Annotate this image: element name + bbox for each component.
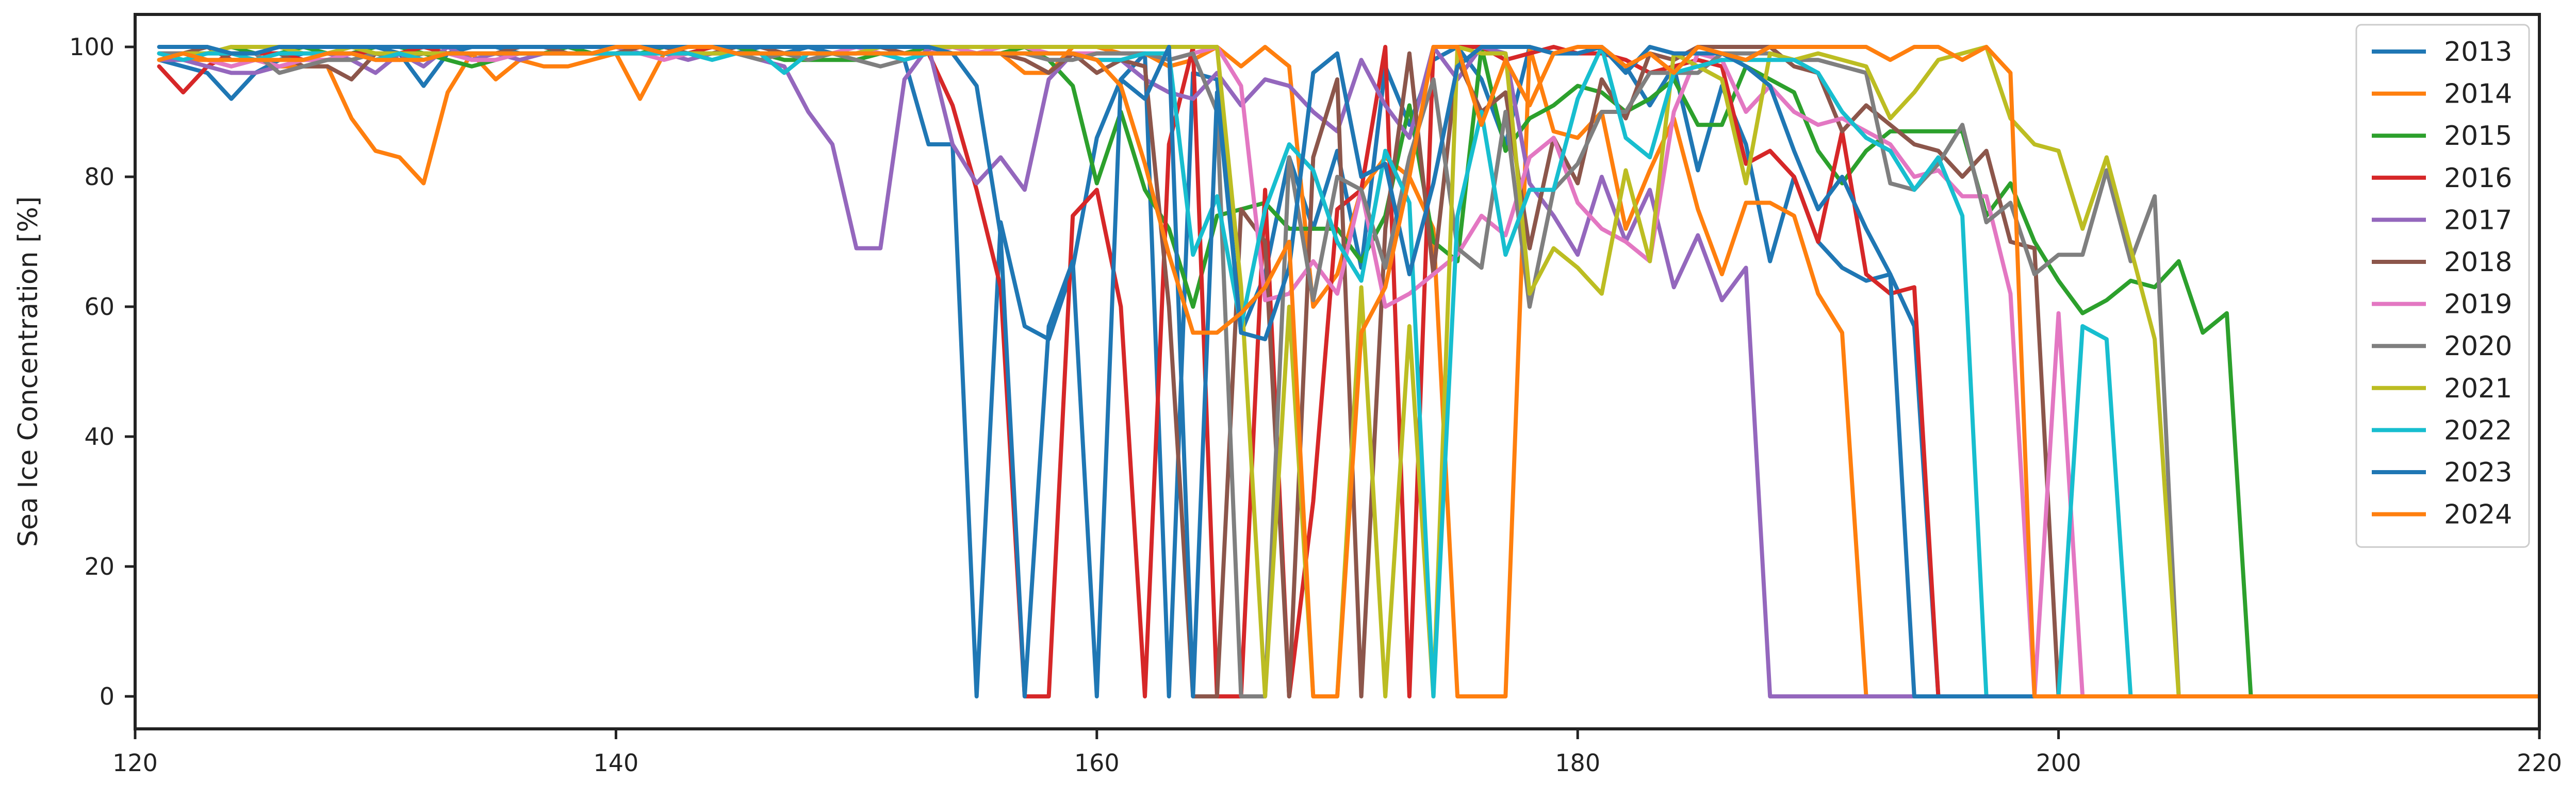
y-tick-label-60: 60 [84, 293, 114, 321]
legend-label-2015: 2015 [2444, 121, 2512, 152]
legend-label-2024: 2024 [2444, 499, 2512, 530]
legend-label-2018: 2018 [2444, 247, 2512, 278]
x-axis: 120 140 160 180 200 220 [112, 729, 2562, 777]
legend-label-2014: 2014 [2444, 79, 2512, 110]
y-tick-label-40: 40 [84, 423, 114, 451]
x-tick-label-160: 160 [1074, 749, 1120, 777]
legend-label-2019: 2019 [2444, 289, 2512, 320]
y-axis: 0 20 40 60 80 100 [69, 33, 135, 710]
y-tick-label-80: 80 [84, 163, 114, 191]
series-line-2013 [157, 45, 2539, 698]
plot-frame [134, 13, 2541, 730]
y-axis-title: Sea Ice Concentration [%] [13, 196, 44, 547]
legend-label-2013: 2013 [2444, 37, 2512, 68]
x-tick-label-140: 140 [593, 749, 638, 777]
x-tick-label-200: 200 [2036, 749, 2081, 777]
y-tick-label-0: 0 [100, 682, 114, 710]
legend-label-2020: 2020 [2444, 331, 2512, 362]
series-line-2018 [157, 45, 2539, 698]
y-tick-label-100: 100 [69, 33, 114, 61]
legend-label-2017: 2017 [2444, 205, 2512, 236]
x-tick-label-120: 120 [112, 749, 158, 777]
y-tick-label-20: 20 [84, 553, 114, 580]
legend-label-2021: 2021 [2444, 373, 2512, 404]
legend: 2013 2014 2015 2016 2017 2018 2019 2020 2021 2022… [2355, 24, 2530, 548]
legend-label-2023: 2023 [2444, 457, 2512, 488]
legend-box [2355, 24, 2530, 548]
series-layer [157, 45, 2539, 698]
legend-label-2016: 2016 [2444, 163, 2512, 194]
x-tick-label-180: 180 [1555, 749, 1600, 777]
legend-label-2022: 2022 [2444, 415, 2512, 446]
series-line-2017 [157, 45, 2539, 698]
x-tick-label-220: 220 [2517, 749, 2562, 777]
series-line-2024 [157, 45, 2539, 698]
